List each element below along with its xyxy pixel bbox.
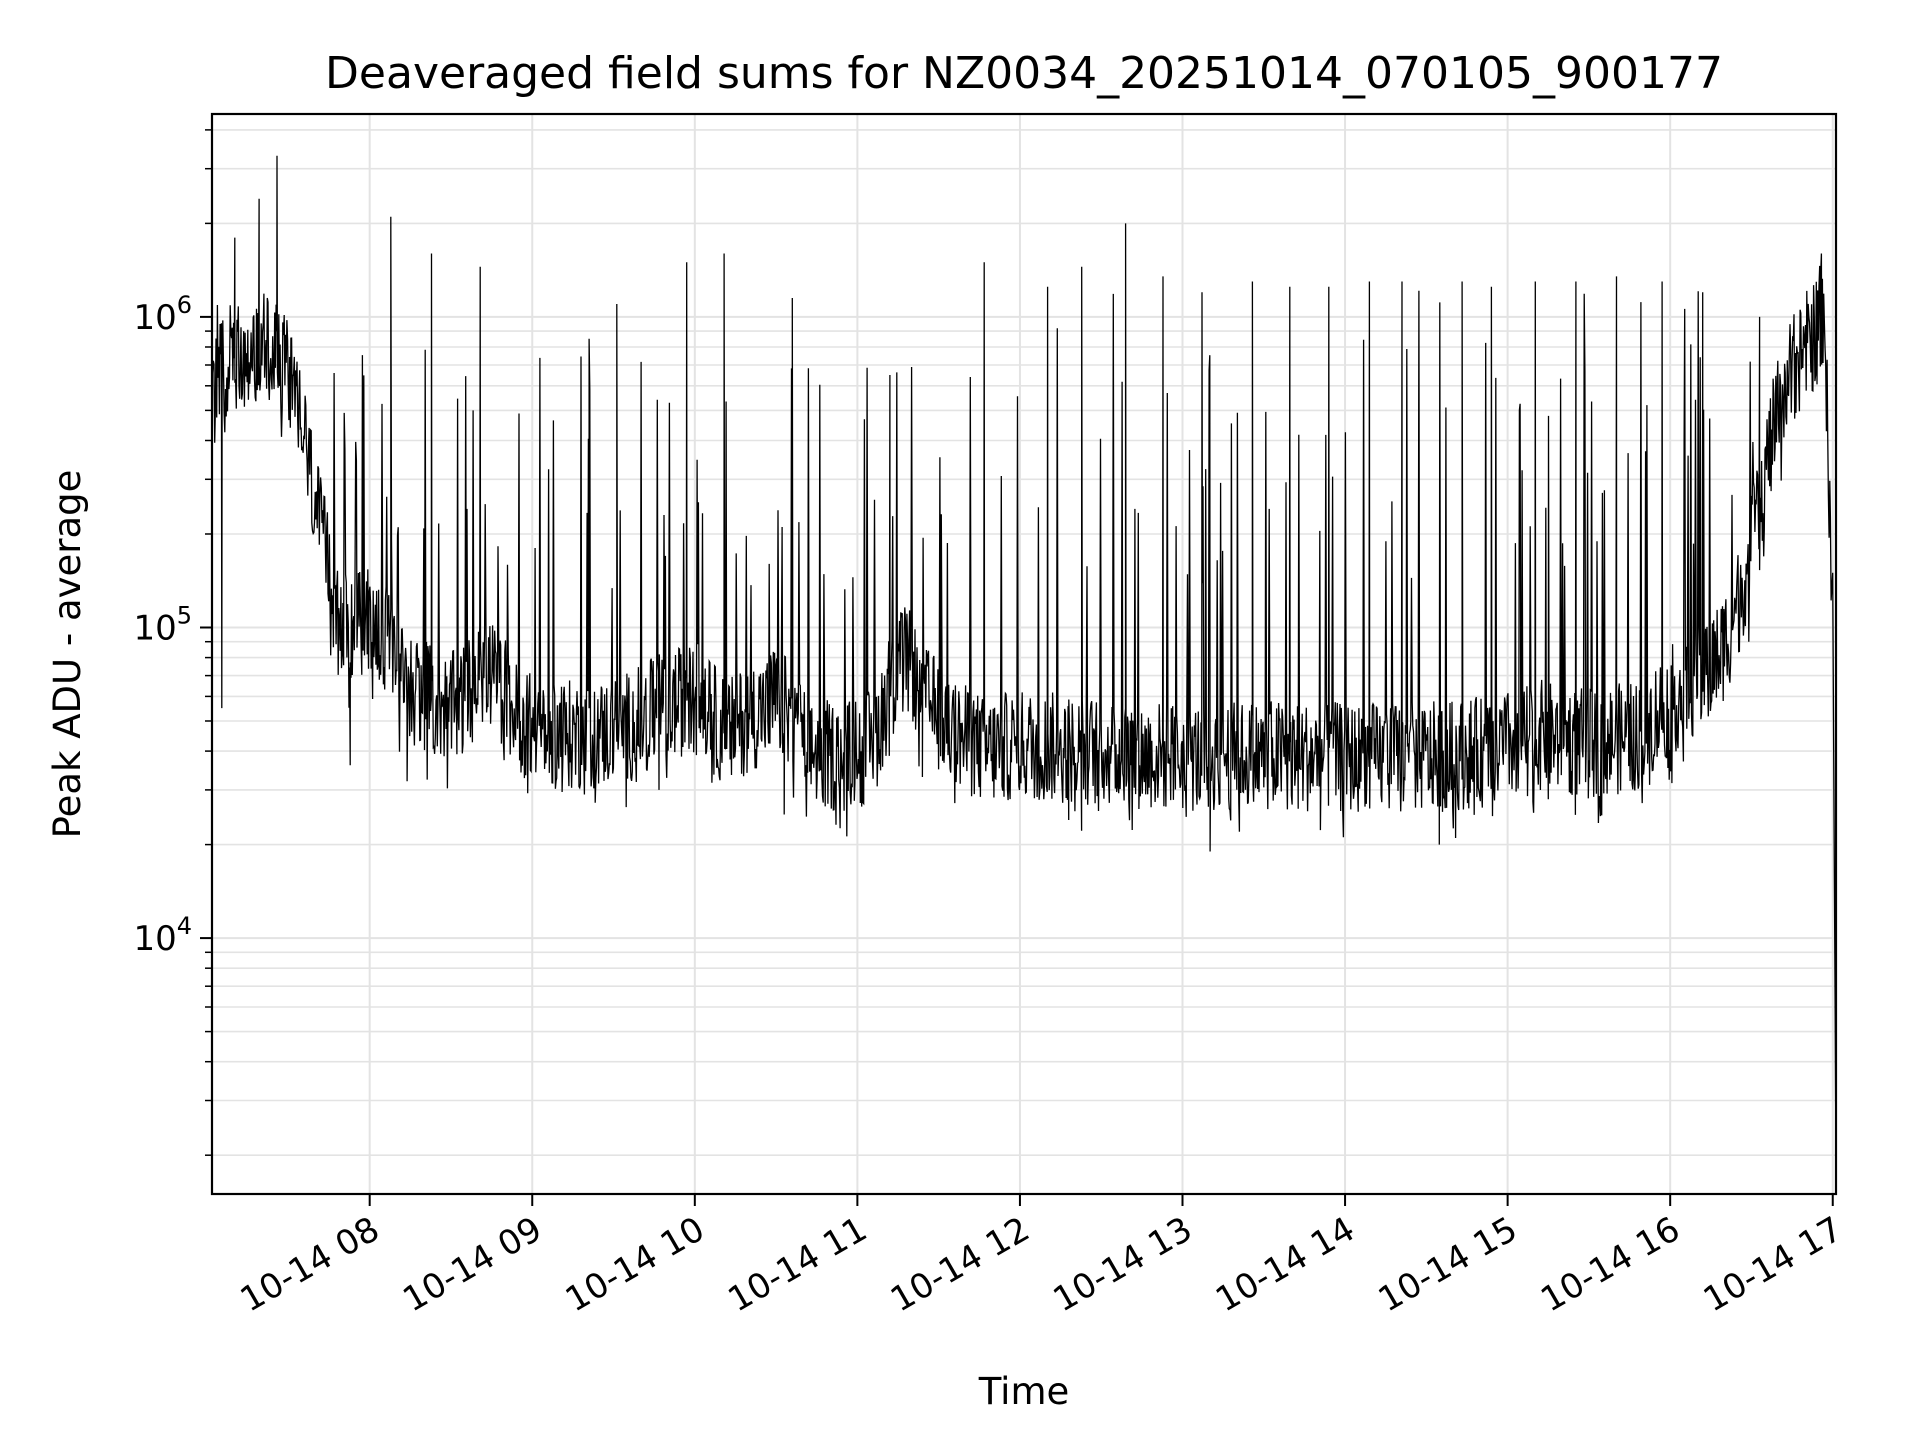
chart-title: Deaveraged field sums for NZ0034_2025101… bbox=[325, 48, 1723, 99]
y-axis-label: Peak ADU - average bbox=[46, 470, 89, 839]
series-group bbox=[211, 155, 1837, 1170]
y-tick-label: 105 bbox=[133, 601, 192, 648]
y-tick-label: 106 bbox=[133, 291, 192, 338]
plot-frame bbox=[210, 112, 1838, 1196]
series-line bbox=[211, 155, 1837, 1170]
plot-area bbox=[210, 112, 1838, 1196]
y-tick-label: 104 bbox=[133, 912, 192, 959]
x-axis-label: Time bbox=[978, 1370, 1070, 1413]
y-axis: 104 105 106 bbox=[133, 129, 212, 1156]
minor-gridlines bbox=[212, 129, 1836, 1156]
